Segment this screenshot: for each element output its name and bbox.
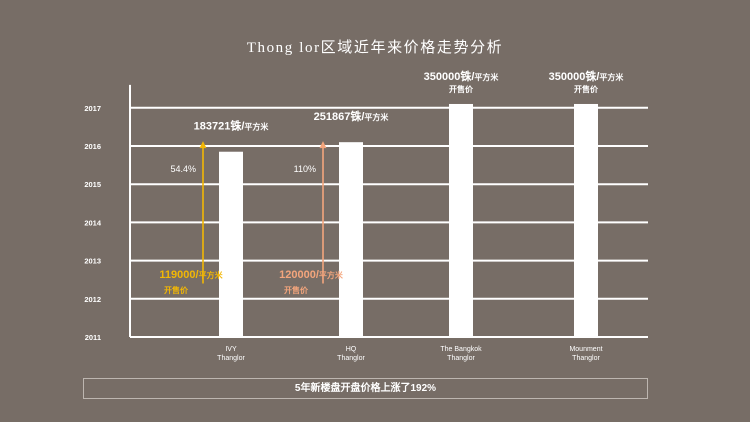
x-category-label: Thanglor xyxy=(217,355,245,362)
bar xyxy=(449,103,473,337)
start-price-sublabel: 开售价 xyxy=(164,285,189,295)
y-tick-label: 2016 xyxy=(84,142,101,151)
bar-price-label: 350000铢/平方米 xyxy=(424,69,500,83)
bar xyxy=(219,151,243,337)
x-category-label: The Bangkok xyxy=(440,346,482,353)
chart-title: Thong lor区域近年来价格走势分析 xyxy=(246,40,504,56)
start-price-sublabel: 开售价 xyxy=(284,285,309,295)
x-category-label: Thanglor xyxy=(572,355,600,362)
start-price-label: 120000/平方米 xyxy=(279,269,344,281)
bar-price-sublabel: 开售价 xyxy=(449,84,474,94)
x-category-label: HQ xyxy=(346,346,357,353)
growth-arrow-head xyxy=(319,141,327,149)
y-tick-label: 2013 xyxy=(84,257,101,266)
bar-price-label: 183721铢/平方米 xyxy=(194,119,270,133)
y-tick-label: 2017 xyxy=(84,104,101,113)
x-category-label: Mounment xyxy=(569,346,602,353)
start-price-label: 119000/平方米 xyxy=(159,269,223,281)
x-category-label: IVY xyxy=(225,346,237,353)
bar-price-label: 350000铢/平方米 xyxy=(549,69,625,83)
x-category-label: Thanglor xyxy=(447,355,475,362)
growth-percent-label: 54.4% xyxy=(170,164,196,174)
bar xyxy=(574,103,598,337)
y-tick-label: 2015 xyxy=(84,180,101,189)
y-tick-label: 2014 xyxy=(84,218,102,227)
summary-box: 5年新楼盘开盘价格上涨了192% xyxy=(83,378,648,399)
bar-price-sublabel: 开售价 xyxy=(574,84,599,94)
bar xyxy=(339,142,363,337)
y-tick-label: 2012 xyxy=(84,295,101,304)
y-tick-label: 2011 xyxy=(85,333,101,342)
growth-arrow-head xyxy=(199,141,207,149)
bar-price-label: 251867铢/平方米 xyxy=(314,109,390,123)
growth-percent-label: 110% xyxy=(294,164,316,174)
x-category-label: Thanglor xyxy=(337,355,365,362)
